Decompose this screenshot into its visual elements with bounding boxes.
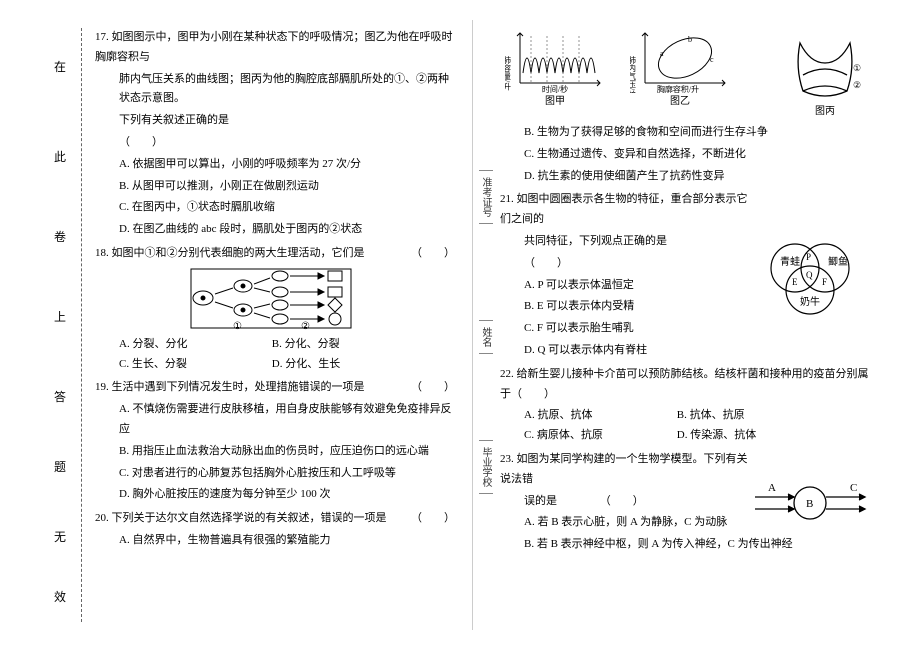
q17-paren: （ ） [95, 133, 455, 153]
venn-diagram: 青蛙 鲫鱼 奶牛 P E Q F [750, 230, 870, 325]
q20-paren: （ ） [411, 509, 455, 529]
q17-opt-d: D. 在图乙曲线的 abc 段时，膈肌处于图丙的②状态 [95, 220, 455, 240]
binding-char: 此 [54, 148, 66, 165]
question-20: 20. 下列关于达尔文自然选择学说的有关叙述，错误的一项是 （ ） A. 自然界… [95, 509, 455, 551]
svg-text:F: F [822, 277, 827, 287]
question-18: 18. 如图中①和②分别代表细胞的两大生理活动，它们是 （ ） ① ② [95, 244, 455, 374]
svg-text:肺内气压/帕: 肺内气压/帕 [630, 56, 637, 93]
model-diagram: A B C [750, 478, 870, 538]
question-20-cont: B. 生物为了获得足够的食物和空间而进行生存斗争 C. 生物通过遗传、变异和自然… [500, 123, 870, 186]
svg-text:B: B [806, 498, 813, 510]
svg-text:①: ① [853, 63, 861, 73]
q19-stem: 19. 生活中遇到下列情况发生时，处理措施错误的一项是 （ ） [95, 378, 455, 398]
q20-opt-c: C. 生物通过遗传、变异和自然选择，不断进化 [500, 145, 870, 165]
svg-text:c: c [710, 55, 714, 64]
q18-opt-d: D. 分化、生长 [272, 355, 422, 375]
svg-text:Q: Q [806, 270, 813, 280]
q18-opts-row1: A. 分裂、分化 B. 分化、分裂 [95, 335, 455, 355]
svg-text:②: ② [853, 80, 861, 90]
svg-text:②: ② [301, 321, 310, 331]
question-17: 17. 如图图示中，图甲为小刚在某种状态下的呼吸情况；图乙为他在呼吸时胸廓容积与… [95, 28, 455, 240]
q17-stem: 肺内气压关系的曲线图；图丙为他的胸腔底部膈肌所处的①、②两种状态示意图。 [95, 70, 455, 110]
svg-text:a: a [660, 49, 664, 58]
svg-text:奶牛: 奶牛 [800, 295, 820, 308]
figure-bing: ① ② 图丙 [780, 33, 870, 123]
q23-stem: 23. 如图为某同学构建的一个生物学模型。下列有关说法错 [500, 450, 750, 490]
question-19: 19. 生活中遇到下列情况发生时，处理措施错误的一项是 （ ） A. 不慎烧伤需… [95, 378, 455, 505]
svg-text:A: A [768, 482, 776, 494]
q20-opt-d: D. 抗生素的使用使细菌产生了抗药性变异 [500, 167, 870, 187]
svg-text:E: E [792, 277, 798, 287]
q20-stem: 20. 下列关于达尔文自然选择学说的有关叙述，错误的一项是 （ ） [95, 509, 455, 529]
binding-char: 题 [54, 458, 66, 475]
q21-opt-d: D. Q 可以表示体内有脊柱 [500, 341, 870, 361]
binding-char: 效 [54, 588, 66, 605]
q18-stem-text: 18. 如图中①和②分别代表细胞的两大生理活动，它们是 [95, 247, 365, 259]
q22-opts-row2: C. 病原体、抗原 D. 传染源、抗体 [500, 426, 870, 446]
seam-label: 姓名 [479, 320, 493, 354]
svg-text:时间/秒: 时间/秒 [542, 84, 568, 93]
svg-text:肺容量/升: 肺容量/升 [505, 56, 512, 91]
q20-opt-a: A. 自然界中，生物普遍具有很强的繁殖能力 [95, 531, 455, 551]
q18-opt-a: A. 分裂、分化 [119, 335, 269, 355]
binding-char: 卷 [54, 228, 66, 245]
q23-stem2-text: 误的是 [524, 495, 557, 507]
center-seam [472, 20, 473, 630]
question-22: 22. 给新生婴儿接种卡介苗可以预防肺结核。结核杆菌和接种用的疫苗分别属于（ ）… [500, 365, 870, 446]
q18-stem: 18. 如图中①和②分别代表细胞的两大生理活动，它们是 （ ） [95, 244, 455, 264]
q19-opt-c: C. 对患者进行的心肺复苏包括胸外心脏按压和人工呼吸等 [95, 464, 455, 484]
q22-opt-c: C. 病原体、抗原 [524, 426, 674, 446]
seam-label: 毕业学校 [479, 440, 493, 494]
binding-column: 在 此 卷 上 答 题 无 效 [52, 28, 82, 622]
figure-bing-caption: 图丙 [780, 103, 870, 121]
svg-text:b: b [688, 35, 692, 44]
q23-paren: （ ） [600, 495, 644, 507]
figure-jia-caption: 图甲 [500, 93, 610, 111]
svg-text:P: P [806, 252, 811, 262]
q19-opt-d: D. 胸外心脏按压的速度为每分钟至少 100 次 [95, 485, 455, 505]
binding-char: 答 [54, 388, 66, 405]
q22-opts-row1: A. 抗原、抗体 B. 抗体、抗原 [500, 406, 870, 426]
svg-text:鲫鱼: 鲫鱼 [828, 255, 848, 268]
q20-opt-b: B. 生物为了获得足够的食物和空间而进行生存斗争 [500, 123, 870, 143]
svg-text:青蛙: 青蛙 [780, 255, 800, 268]
q22-opt-d: D. 传染源、抗体 [677, 426, 827, 446]
q17-stem: 下列有关叙述正确的是 [95, 111, 455, 131]
q22-opt-b: B. 抗体、抗原 [677, 406, 827, 426]
q17-opt-a: A. 依据图甲可以算出，小刚的呼吸频率为 27 次/分 [95, 155, 455, 175]
cell-diagram: ① ② [188, 266, 363, 331]
figure-yi: a b c 胸廓容积/升 肺内气压/帕 图乙 [625, 28, 735, 111]
binding-char: 上 [54, 308, 66, 325]
q22-opt-a: A. 抗原、抗体 [524, 406, 674, 426]
q18-opt-b: B. 分化、分裂 [272, 335, 422, 355]
q22-stem: 22. 给新生婴儿接种卡介苗可以预防肺结核。结核杆菌和接种用的疫苗分别属于（ ） [500, 365, 870, 405]
figure-yi-caption: 图乙 [625, 93, 735, 111]
q19-paren: （ ） [411, 378, 455, 398]
q17-opt-b: B. 从图甲可以推测，小刚正在做剧烈运动 [95, 177, 455, 197]
svg-text:C: C [850, 482, 857, 494]
binding-char: 在 [54, 58, 66, 75]
svg-text:胸廓容积/升: 胸廓容积/升 [657, 84, 699, 93]
svg-text:①: ① [233, 321, 242, 331]
q19-opt-b: B. 用指压止血法救治大动脉出血的伤员时，应压迫伤口的远心端 [95, 442, 455, 462]
seam-label: 准考证号 [479, 170, 493, 224]
q17-opt-c: C. 在图丙中，①状态时膈肌收缩 [95, 198, 455, 218]
q21-stem: 21. 如图中圆圈表示各生物的特征，重合部分表示它们之间的 [500, 190, 750, 230]
figure-jia: 时间/秒 肺容量/升 图甲 [500, 28, 610, 111]
right-column: 时间/秒 肺容量/升 图甲 a b c 胸廓容积/升 肺内气压/帕 图乙 [500, 28, 870, 622]
q18-opts-row2: C. 生长、分裂 D. 分化、生长 [95, 355, 455, 375]
q23-opt-b: B. 若 B 表示神经中枢，则 A 为传入神经，C 为传出神经 [500, 535, 870, 555]
q20-stem-text: 20. 下列关于达尔文自然选择学说的有关叙述，错误的一项是 [95, 512, 387, 524]
q19-stem-text: 19. 生活中遇到下列情况发生时，处理措施错误的一项是 [95, 381, 365, 393]
left-column: 17. 如图图示中，图甲为小刚在某种状态下的呼吸情况；图乙为他在呼吸时胸廓容积与… [95, 28, 455, 622]
q18-opt-c: C. 生长、分裂 [119, 355, 269, 375]
q19-opt-a: A. 不慎烧伤需要进行皮肤移植，用自身皮肤能够有效避免免疫排异反应 [95, 400, 455, 440]
q17-stem: 17. 如图图示中，图甲为小刚在某种状态下的呼吸情况；图乙为他在呼吸时胸廓容积与 [95, 28, 455, 68]
q18-paren: （ ） [411, 244, 455, 264]
binding-char: 无 [54, 528, 66, 545]
